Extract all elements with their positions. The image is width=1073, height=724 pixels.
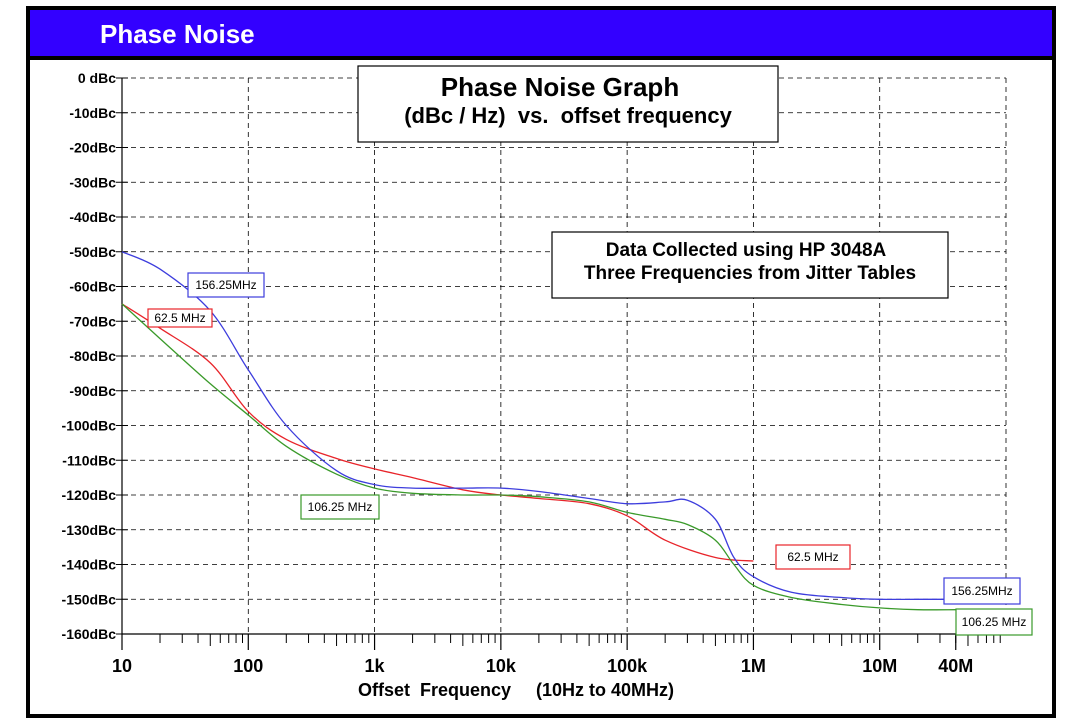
y-tick-label: 0 dBc	[78, 70, 116, 86]
series-156-25mhz-line	[121, 251, 956, 601]
series-label-box	[775, 544, 851, 570]
chart-subtitle: (dBc / Hz) vs. offset frequency	[404, 103, 732, 128]
y-tick-label: -140dBc	[62, 557, 117, 573]
series-label-box	[147, 308, 213, 328]
y-tick-label: -100dBc	[62, 418, 117, 434]
y-tick-label: -120dBc	[62, 487, 117, 503]
y-tick-label: -150dBc	[62, 591, 117, 607]
y-tick-label: -30dBc	[69, 174, 116, 190]
series-label-text: 106.25 MHz	[962, 615, 1027, 629]
series-label-text: 62.5 MHz	[154, 311, 205, 325]
x-tick-label: 100k	[607, 656, 648, 676]
series-label-text: 62.5 MHz	[787, 550, 838, 564]
y-tick-label: -110dBc	[62, 452, 116, 468]
series-label-text: 106.25 MHz	[308, 500, 373, 514]
y-tick-label: -90dBc	[69, 383, 116, 399]
title-box-frame	[357, 65, 779, 143]
series-label: 156.25MHz	[187, 272, 265, 298]
series-label-box	[187, 272, 265, 298]
chart-title: Phase Noise Graph	[441, 72, 679, 102]
y-tick-label: -50dBc	[69, 244, 116, 260]
series-label-text: 156.25MHz	[951, 584, 1012, 598]
title-banner: Phase Noise	[30, 10, 1052, 60]
x-tick-label: 1k	[365, 656, 386, 676]
series-62-5mhz-line	[121, 303, 754, 562]
series-label-box	[943, 577, 1021, 605]
y-tick-label: -70dBc	[69, 313, 116, 329]
series-label: 156.25MHz	[943, 577, 1021, 605]
title-box: Phase Noise Graph (dBc / Hz) vs. offset …	[357, 65, 779, 143]
series-label-box	[955, 608, 1033, 636]
y-tick-label: -80dBc	[69, 348, 116, 364]
y-tick-label: -10dBc	[69, 105, 116, 121]
annotation-box-frame	[551, 231, 949, 299]
x-tick-label: 100	[233, 656, 263, 676]
series-label-layer: 156.25MHz 62.5 MHz 106.25 MHz 62.5 MHz 156.2…	[147, 272, 1033, 636]
series-106-25mhz-line	[121, 303, 956, 611]
annotation-box: Data Collected using HP 3048A Three Freq…	[551, 231, 949, 299]
annotation-line-2: Three Frequencies from Jitter Tables	[584, 263, 916, 284]
x-tick-label: 10M	[862, 656, 897, 676]
x-axis-label: Offset Frequency (10Hz to 40MHz)	[358, 680, 674, 700]
y-tick-label: -160dBc	[62, 626, 117, 642]
x-tick-label: 1M	[741, 656, 766, 676]
series-label: 106.25 MHz	[300, 494, 380, 520]
x-tick-label: 40M	[938, 656, 973, 676]
axis-layer: 0 dBc -10dBc -20dBc -30dBc -40dBc -50dBc -60dB…	[62, 70, 1006, 676]
banner-title: Phase Noise	[100, 19, 255, 49]
series-label: 106.25 MHz	[955, 608, 1033, 636]
series-label: 62.5 MHz	[147, 308, 213, 328]
x-tick-label: 10k	[486, 656, 517, 676]
series-label-text: 156.25MHz	[195, 278, 256, 292]
y-tick-label: -20dBc	[69, 140, 116, 156]
x-tick-label: 10	[112, 656, 132, 676]
y-tick-label: -40dBc	[69, 209, 116, 225]
series-layer	[121, 251, 956, 611]
series-label-box	[300, 494, 380, 520]
annotation-line-1: Data Collected using HP 3048A	[606, 240, 887, 261]
series-label: 62.5 MHz	[775, 544, 851, 570]
grid-layer	[122, 77, 1007, 634]
y-tick-label: -60dBc	[69, 279, 116, 295]
y-tick-label: -130dBc	[62, 522, 117, 538]
